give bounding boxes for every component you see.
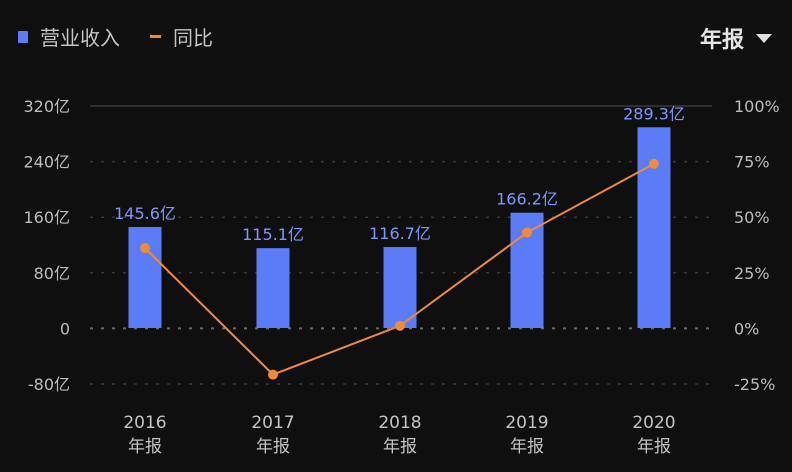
x-axis-year: 2017 xyxy=(251,413,294,433)
right-axis-tick: 25% xyxy=(734,264,770,283)
x-axis-period: 年报 xyxy=(128,437,162,457)
chart-legend: 营业收入 同比 xyxy=(18,22,243,51)
x-axis-year: 2019 xyxy=(505,413,548,433)
bar-value-label: 289.3亿 xyxy=(623,104,685,123)
x-axis-period: 年报 xyxy=(637,437,671,457)
caret-down-icon xyxy=(756,33,772,43)
bar-value-label: 145.6亿 xyxy=(114,204,176,223)
revenue-bar[interactable] xyxy=(128,226,162,328)
right-axis-tick: -25% xyxy=(734,375,775,394)
x-axis-period: 年报 xyxy=(510,437,544,457)
line-swatch-icon xyxy=(150,35,161,38)
left-axis-tick: 80亿 xyxy=(34,264,70,283)
revenue-bar[interactable] xyxy=(383,247,417,328)
bar-value-label: 166.2亿 xyxy=(496,190,558,209)
legend-item-revenue[interactable]: 营业收入 xyxy=(18,22,120,51)
bar-value-label: 116.7亿 xyxy=(369,224,431,243)
right-axis-tick: 75% xyxy=(734,153,770,172)
legend-item-yoy[interactable]: 同比 xyxy=(150,22,213,51)
right-axis-tick: 100% xyxy=(734,97,780,116)
right-axis-tick: 0% xyxy=(734,319,759,338)
left-axis-tick: -80亿 xyxy=(28,375,70,394)
yoy-point[interactable] xyxy=(140,243,150,254)
yoy-point[interactable] xyxy=(395,320,405,331)
left-axis-tick: 0 xyxy=(60,319,70,338)
bar-value-label: 115.1亿 xyxy=(242,225,304,244)
period-label: 年报 xyxy=(699,28,744,53)
bar-swatch-icon xyxy=(18,30,28,43)
legend-revenue-label: 营业收入 xyxy=(40,26,120,50)
x-axis-year: 2020 xyxy=(632,413,675,433)
revenue-bar[interactable] xyxy=(256,248,290,328)
legend-yoy-label: 同比 xyxy=(173,26,213,50)
x-axis-period: 年报 xyxy=(256,437,290,457)
x-axis-year: 2016 xyxy=(123,413,166,433)
x-axis-period: 年报 xyxy=(383,437,417,457)
revenue-bar[interactable] xyxy=(637,127,671,328)
yoy-point[interactable] xyxy=(649,158,659,169)
right-axis-tick: 50% xyxy=(734,208,770,227)
left-axis-tick: 320亿 xyxy=(23,97,70,116)
left-axis-tick: 240亿 xyxy=(23,153,70,172)
yoy-point[interactable] xyxy=(268,369,278,380)
x-axis-year: 2018 xyxy=(378,413,421,433)
period-dropdown[interactable]: 年报 xyxy=(700,22,772,54)
left-axis-tick: 160亿 xyxy=(23,208,70,227)
yoy-point[interactable] xyxy=(522,227,532,238)
